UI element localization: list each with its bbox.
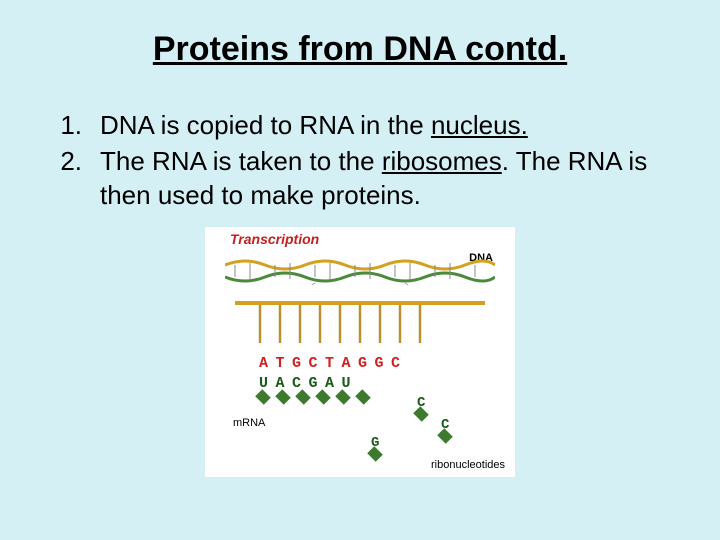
free-nucleotide: C — [411, 395, 435, 419]
transcription-label: Transcription — [230, 231, 319, 247]
free-nucleotide: C — [435, 417, 459, 441]
list-number: 1. — [50, 109, 100, 143]
list-item: 2. The RNA is taken to the ribosomes. Th… — [50, 145, 670, 213]
template-strand-icon — [235, 295, 485, 345]
ribonucleotides-label: ribonucleotides — [431, 459, 505, 471]
dna-helix-icon — [225, 257, 495, 285]
rna-backbone — [257, 392, 369, 402]
list-item: 1. DNA is copied to RNA in the nucleus. — [50, 109, 670, 143]
content-list: 1. DNA is copied to RNA in the nucleus. … — [50, 109, 670, 212]
dna-sequence: ATGCTAGGC — [259, 355, 408, 372]
diagram-container: Transcription DNA — [50, 227, 670, 477]
transcription-diagram: Transcription DNA — [205, 227, 515, 477]
page-title: Proteins from DNA contd. — [50, 30, 670, 69]
mrna-label: mRNA — [233, 417, 265, 429]
list-text: DNA is copied to RNA in the nucleus. — [100, 109, 670, 143]
list-number: 2. — [50, 145, 100, 213]
list-text: The RNA is taken to the ribosomes. The R… — [100, 145, 670, 213]
free-nucleotide: G — [365, 435, 389, 459]
